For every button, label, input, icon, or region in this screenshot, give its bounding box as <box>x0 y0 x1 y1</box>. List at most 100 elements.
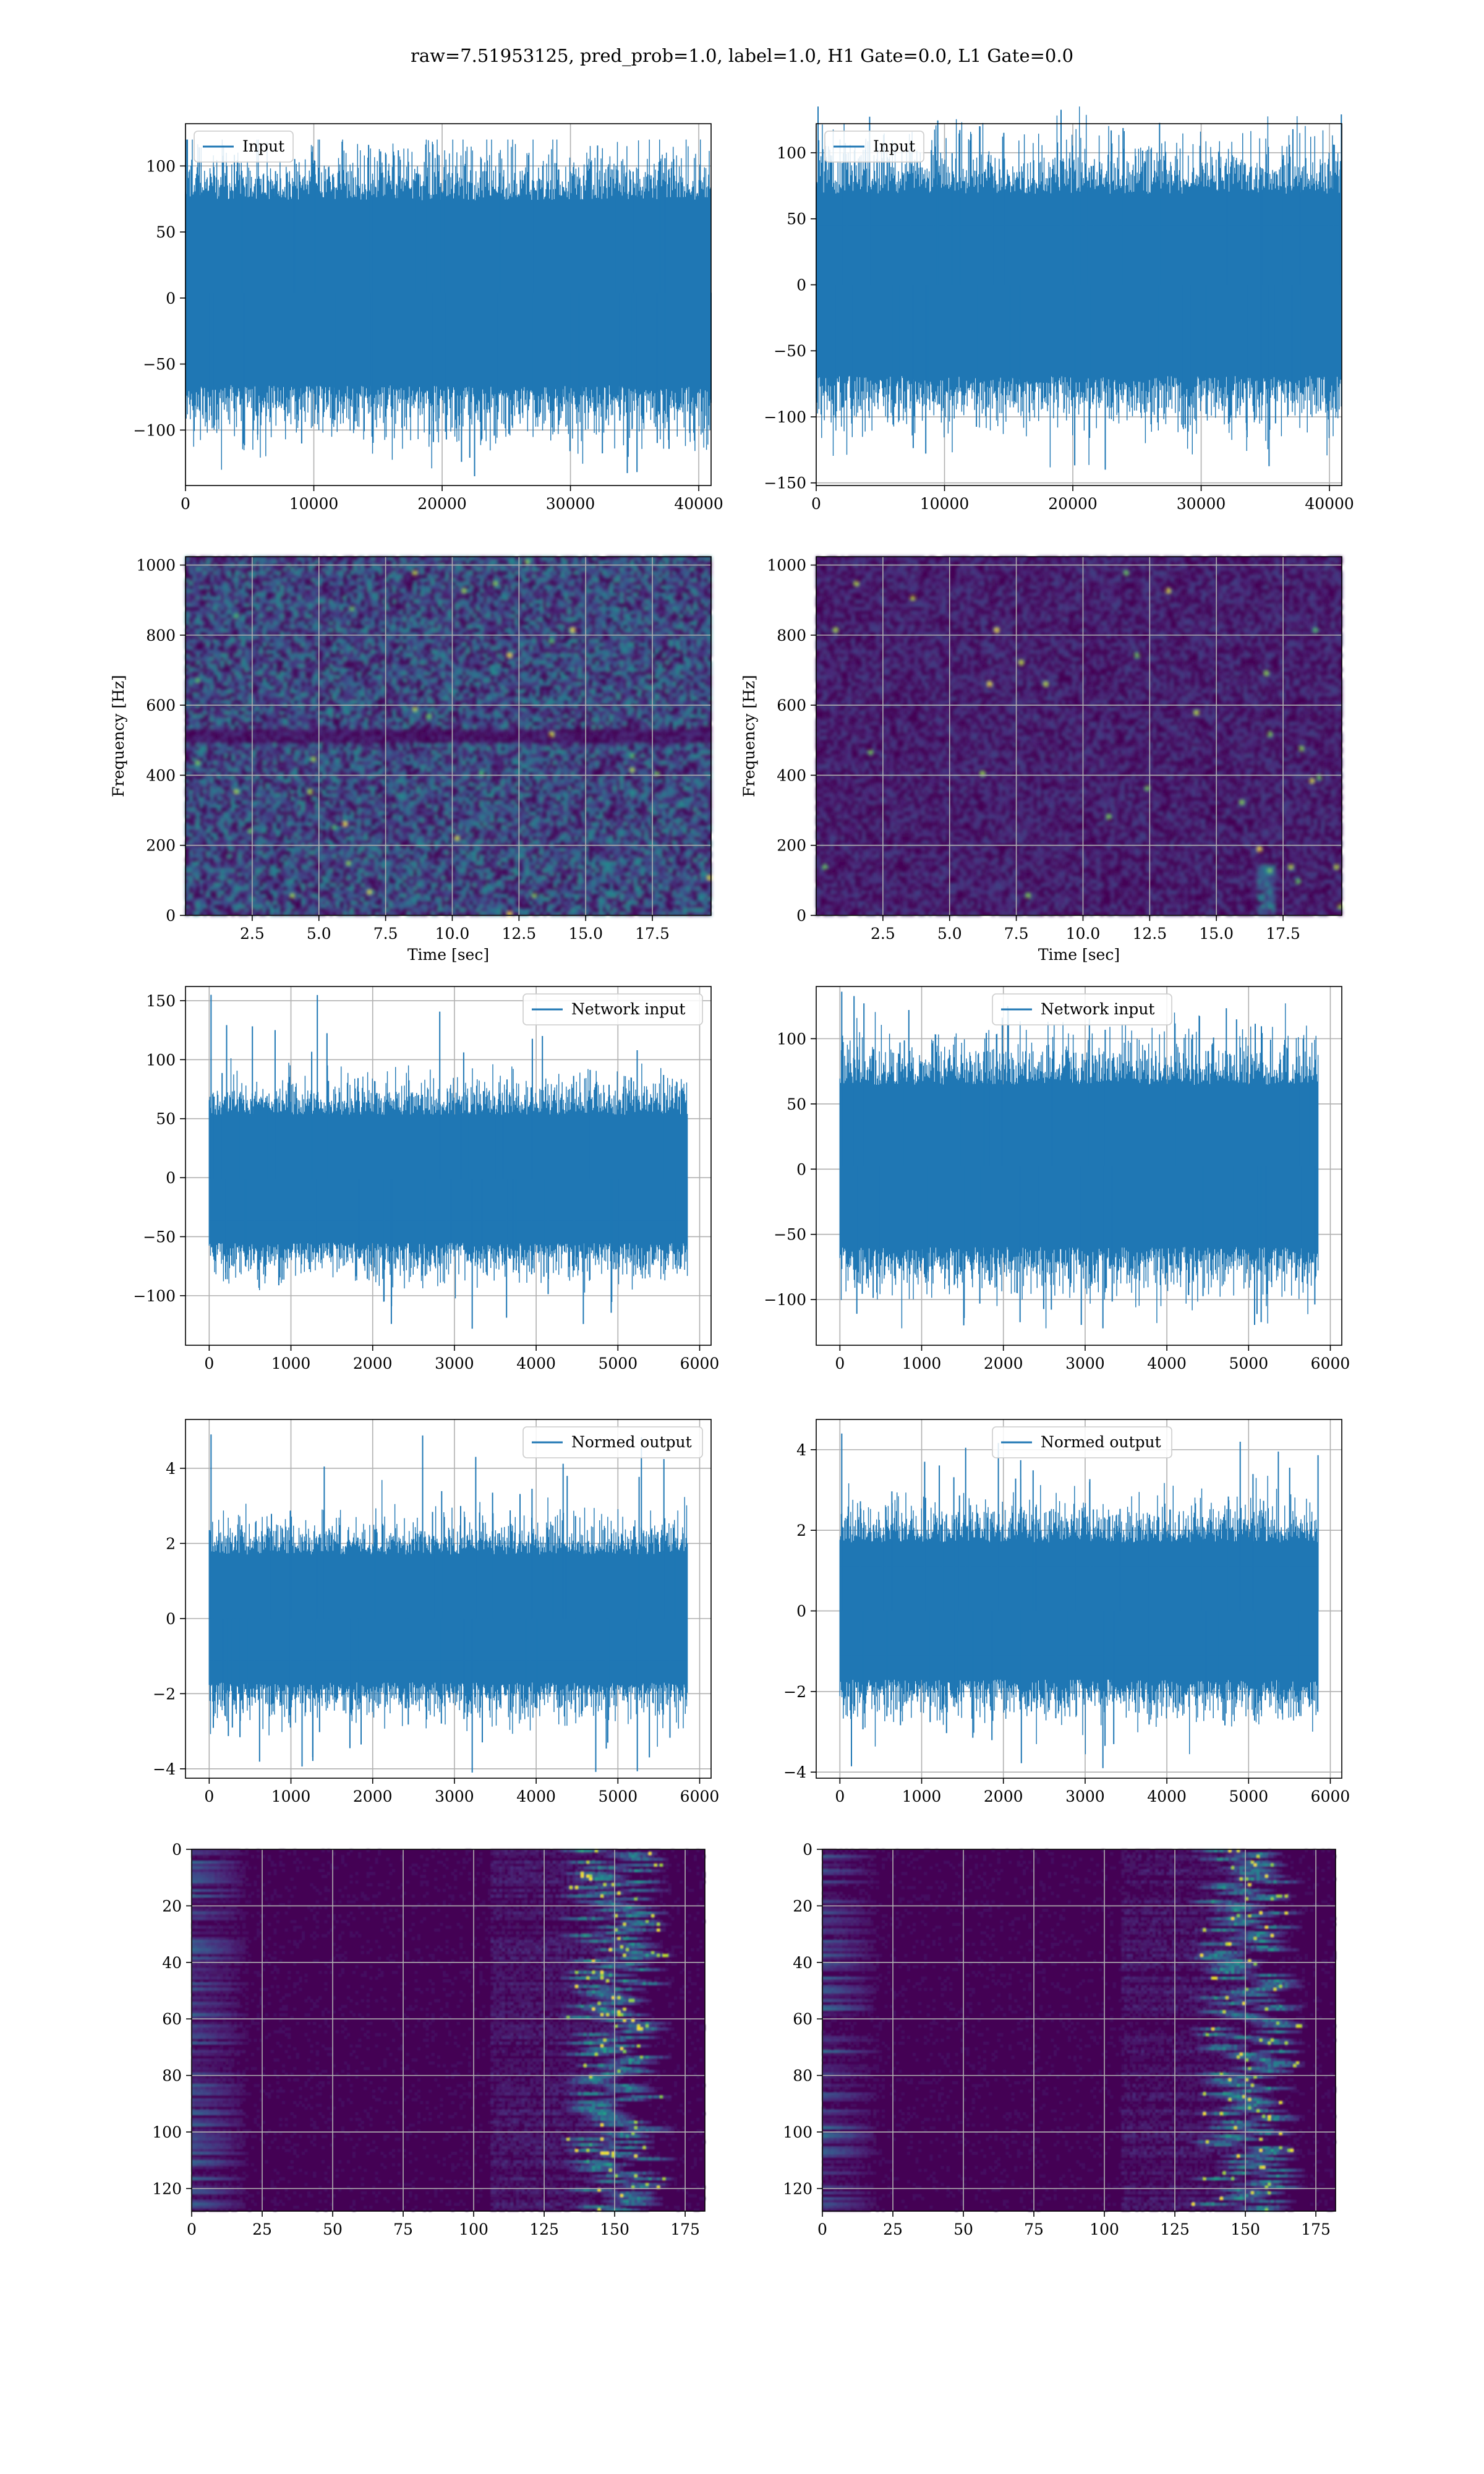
heatmap-cell <box>539 610 543 614</box>
heatmap-cell <box>207 654 210 657</box>
heatmap-cell <box>284 610 288 614</box>
heatmap-cell <box>595 593 599 596</box>
heatmap-cell <box>511 567 515 571</box>
heatmap-cell <box>665 636 669 640</box>
heatmap-cell <box>259 636 263 640</box>
heatmap-cell <box>610 571 613 575</box>
heatmap-cell <box>560 646 564 650</box>
heatmap-cell <box>631 564 634 568</box>
heatmap-cell <box>343 603 347 607</box>
heatmap-cell <box>417 567 420 571</box>
heatmap-cell <box>620 567 624 571</box>
heatmap-cell <box>648 593 652 596</box>
heatmap-cell <box>413 607 417 610</box>
heatmap-cell <box>371 650 375 654</box>
heatmap-cell <box>207 585 210 589</box>
heatmap-cell <box>476 603 480 607</box>
heatmap-cell <box>494 593 498 596</box>
heatmap-cell <box>242 582 245 586</box>
heatmap-cell <box>526 593 529 596</box>
heatmap-cell <box>213 607 217 610</box>
heatmap-cell <box>438 643 441 646</box>
heatmap-cell <box>602 560 606 564</box>
heatmap-cell <box>294 571 298 575</box>
heatmap-cell <box>686 621 690 625</box>
heatmap-cell <box>347 582 351 586</box>
heatmap-cell <box>417 564 420 568</box>
heatmap-cell <box>620 625 624 628</box>
heatmap-cell <box>680 567 683 571</box>
heatmap-cell <box>360 560 364 564</box>
heatmap-cell <box>245 603 249 607</box>
heatmap-cell <box>631 646 634 650</box>
heatmap-cell <box>382 639 385 643</box>
heatmap-cell <box>291 621 294 625</box>
heatmap-cell <box>694 596 697 600</box>
heatmap-cell <box>665 614 669 618</box>
heatmap-cell <box>354 578 357 582</box>
heatmap-cell <box>263 607 267 610</box>
heatmap-cell <box>305 618 309 622</box>
heatmap-cell <box>427 593 431 596</box>
heatmap-cell <box>606 607 610 610</box>
heatmap-cell <box>434 610 438 614</box>
heatmap-cell <box>515 582 519 586</box>
heatmap-cell <box>406 636 410 640</box>
heatmap-cell <box>210 639 214 643</box>
heatmap-cell <box>196 567 200 571</box>
heatmap-cell <box>526 560 529 564</box>
heatmap-cell <box>501 589 505 593</box>
heatmap-cell <box>413 650 417 654</box>
heatmap-cell <box>231 593 235 596</box>
heatmap-cell <box>276 596 280 600</box>
heatmap-cell <box>238 639 242 643</box>
y-tick-label: −100 <box>764 408 806 426</box>
heatmap-cell <box>694 636 697 640</box>
heatmap-cell <box>424 650 427 654</box>
heatmap-cell <box>473 585 477 589</box>
heatmap-cell <box>343 567 347 571</box>
heatmap-cell <box>438 564 441 568</box>
heatmap-cell <box>434 643 438 646</box>
heatmap-cell <box>326 578 330 582</box>
heatmap-cell <box>683 636 687 640</box>
heatmap-cell <box>571 557 574 560</box>
heatmap-cell <box>501 582 505 586</box>
heatmap-cell <box>228 567 231 571</box>
heatmap-cell <box>389 610 393 614</box>
heatmap-cell <box>669 593 673 596</box>
heatmap-cell <box>339 582 343 586</box>
heatmap-cell <box>196 654 200 657</box>
heatmap-cell <box>676 575 680 578</box>
heatmap-cell <box>539 650 543 654</box>
heatmap-cell <box>599 628 603 632</box>
heatmap-cell <box>207 618 210 622</box>
heatmap-cell <box>522 646 526 650</box>
heatmap-cell <box>364 575 368 578</box>
heatmap-cell <box>350 628 354 632</box>
heatmap-cell <box>221 654 224 657</box>
heatmap-cell <box>354 614 357 618</box>
heatmap-cell <box>420 603 424 607</box>
heatmap-cell <box>424 636 427 640</box>
heatmap-cell <box>459 614 463 618</box>
heatmap-cell <box>536 607 540 610</box>
heatmap-cell <box>357 650 361 654</box>
x-tick-label: 10000 <box>920 495 970 513</box>
heatmap-cell <box>543 621 547 625</box>
heatmap-cell <box>200 585 203 589</box>
heatmap-cell <box>459 625 463 628</box>
heatmap-cell <box>515 628 519 632</box>
heatmap-cell <box>662 585 666 589</box>
heatmap-cell <box>396 646 399 650</box>
heatmap-cell <box>694 600 697 604</box>
heatmap-cell <box>655 639 659 643</box>
heatmap-cell <box>606 567 610 571</box>
heatmap-cell <box>581 610 585 614</box>
heatmap-cell <box>560 650 564 654</box>
heatmap-cell <box>371 618 375 622</box>
heatmap-cell <box>403 650 406 654</box>
heatmap-cell <box>368 567 372 571</box>
heatmap-cell <box>592 639 595 643</box>
heatmap-cell <box>360 607 364 610</box>
